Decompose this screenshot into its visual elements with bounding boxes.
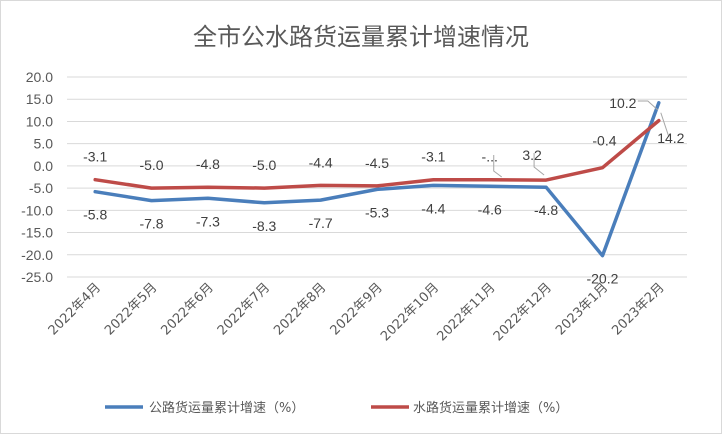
data-label: -8.3 (252, 218, 276, 234)
x-tick-label: 2023年1月 (553, 280, 611, 338)
x-tick-label: 2022年10月 (378, 280, 442, 344)
x-tick-label: 2023年2月 (609, 280, 667, 338)
data-label: 14.2 (657, 130, 684, 146)
data-label: -4.5 (365, 155, 389, 171)
x-tick-label: 2022年8月 (271, 280, 329, 338)
legend-label-water: 水路货运量累计增速（%） (413, 400, 568, 416)
y-tick-label: 0.0 (34, 158, 54, 174)
data-labels: -5.8 -7.8 -7.3 -8.3 -7.7 -5.3 -4.4 -4.6 -4.8 -20.… (83, 95, 685, 287)
y-tick-label: 20.0 (26, 69, 53, 85)
x-tick-label: 2022年4月 (46, 280, 104, 338)
leader-line (493, 155, 503, 178)
data-label: -4.8 (534, 202, 558, 218)
data-label: -4.4 (309, 154, 333, 170)
data-label: -3.1 (421, 149, 445, 165)
label-leader-lines (493, 100, 670, 178)
y-tick-label: 5.0 (34, 136, 54, 152)
data-label: -0.4 (592, 133, 616, 149)
x-axis-ticks: 2022年4月2022年5月2022年6月2022年7月2022年8月2022年… (46, 280, 668, 344)
leader-line (660, 112, 670, 137)
series-lines (93, 101, 661, 258)
data-label: -5.0 (139, 157, 163, 173)
data-label: -5.3 (365, 204, 389, 220)
road-freight-series-line (93, 101, 661, 258)
y-tick-label: -5.0 (29, 180, 53, 196)
x-tick-label: 2022年7月 (215, 280, 273, 338)
water-freight-series-line (93, 118, 661, 190)
y-tick-label: 15.0 (26, 91, 53, 107)
data-label: -7.8 (139, 216, 163, 232)
y-tick-label: -20.0 (21, 247, 53, 263)
x-tick-label: 2022年11月 (434, 280, 498, 344)
legend: 公路货运量累计增速（%） 水路货运量累计增速（%） (105, 400, 568, 416)
leader-line (637, 100, 659, 111)
data-label: -20.2 (586, 271, 618, 287)
y-tick-label: -25.0 (21, 269, 53, 285)
x-tick-label: 2022年6月 (159, 280, 217, 338)
data-label: -7.3 (196, 213, 220, 229)
y-axis-ticks: 20.0 15.0 10.0 5.0 0.0 -5.0 -10.0 -15.0 -20.0 -25… (21, 69, 53, 285)
data-label: -4.6 (478, 201, 502, 217)
y-tick-label: 10.0 (26, 113, 53, 129)
data-label: -7.7 (309, 215, 333, 231)
x-tick-label: 2022年12月 (491, 280, 555, 344)
data-label: -4.8 (196, 156, 220, 172)
y-tick-label: -15.0 (21, 225, 53, 241)
y-tick-label: -10.0 (21, 202, 53, 218)
data-label: -5.8 (83, 207, 107, 223)
data-label: 3.2 (522, 147, 542, 163)
data-label: -... (482, 149, 498, 165)
legend-label-road: 公路货运量累计增速（%） (149, 400, 304, 416)
data-label: -4.4 (421, 200, 445, 216)
data-label: -5.0 (252, 157, 276, 173)
data-label: -3.1 (83, 149, 107, 165)
leader-line (533, 153, 545, 176)
chart-title: 全市公水路货运量累计增速情况 (193, 23, 529, 51)
x-tick-label: 2022年5月 (102, 280, 160, 338)
data-label: 10.2 (609, 95, 636, 111)
x-tick-label: 2022年9月 (328, 280, 386, 338)
